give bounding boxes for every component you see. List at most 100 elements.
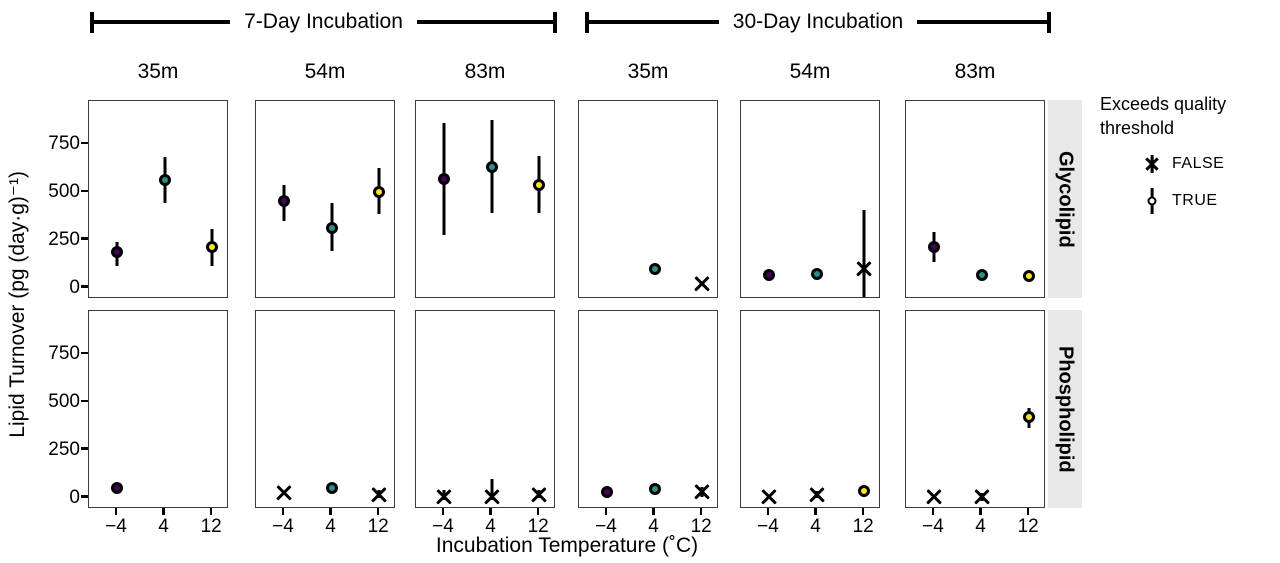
x-tick-mark bbox=[814, 508, 817, 515]
legend-item-false: FALSE bbox=[1140, 150, 1278, 178]
x-tick-mark bbox=[209, 508, 213, 515]
x-tick-mark bbox=[376, 508, 380, 515]
x-tick-label: −4 bbox=[432, 516, 454, 537]
data-point-circle bbox=[278, 195, 290, 208]
facet-strip-label: Phospholipid bbox=[1054, 345, 1077, 473]
incubation-group-label-30day: 30-Day Incubation bbox=[732, 10, 904, 33]
bracket-line bbox=[589, 20, 719, 24]
x-axis-title: Incubation Temperature (˚C) bbox=[435, 534, 699, 557]
x-tick-mark bbox=[281, 508, 285, 515]
y-tick-mark bbox=[81, 447, 88, 450]
data-point-circle bbox=[325, 222, 338, 235]
column-depth-label: 35m bbox=[137, 60, 179, 83]
legend-title: Exceeds quality threshold bbox=[1100, 94, 1227, 139]
facet-panel-glycolipid-7day-35m bbox=[88, 100, 228, 298]
facet-panel-phospholipid-7day-83m bbox=[415, 310, 555, 508]
data-point-circle bbox=[158, 174, 171, 187]
data-point-circle bbox=[1023, 411, 1036, 424]
x-tick-label: 12 bbox=[852, 516, 874, 537]
x-tick-mark bbox=[652, 508, 655, 515]
data-point-circle bbox=[373, 185, 386, 198]
facet-strip-label: Glycolipid bbox=[1054, 150, 1077, 248]
facet-panel-glycolipid-30day-54m bbox=[740, 100, 880, 298]
data-point-cross bbox=[808, 486, 826, 504]
column-depth-label: 54m bbox=[304, 60, 346, 83]
legend-item-label: FALSE bbox=[1172, 154, 1225, 172]
y-tick-mark bbox=[81, 189, 88, 193]
y-tick-mark bbox=[81, 399, 88, 403]
y-tick-mark bbox=[81, 351, 88, 355]
x-tick-mark bbox=[766, 508, 770, 515]
y-tick-label: 750 bbox=[48, 343, 80, 365]
data-point-cross bbox=[370, 486, 388, 504]
facet-panel-glycolipid-30day-35m bbox=[578, 100, 718, 298]
column-depth-label: 35m bbox=[627, 60, 669, 83]
legend: Exceeds quality threshold FALSE TRUE bbox=[1100, 92, 1278, 215]
data-point-cross bbox=[693, 275, 711, 293]
data-point-circle bbox=[858, 485, 871, 498]
data-point-circle bbox=[206, 241, 219, 254]
data-point-circle bbox=[928, 241, 940, 254]
y-tick-label: 500 bbox=[48, 390, 80, 412]
x-tick-label: 4 bbox=[325, 516, 336, 537]
column-depth-label: 54m bbox=[789, 60, 831, 83]
column-depth-label: 83m bbox=[464, 60, 506, 83]
x-tick-mark bbox=[861, 508, 865, 515]
bracket-line bbox=[94, 20, 231, 24]
x-tick-mark bbox=[979, 508, 982, 515]
legend-item-true: TRUE bbox=[1140, 187, 1278, 215]
data-point-circle bbox=[648, 263, 661, 276]
data-point-circle bbox=[763, 268, 775, 281]
bracket-left-cap bbox=[585, 11, 589, 33]
x-tick-label: 12 bbox=[200, 516, 222, 537]
y-tick-mark bbox=[81, 285, 88, 288]
circle-marker-icon bbox=[1140, 187, 1164, 215]
x-tick-label: 12 bbox=[690, 516, 712, 537]
facet-strip-phospholipid: Phospholipid bbox=[1048, 310, 1082, 508]
error-bar bbox=[862, 210, 866, 297]
x-tick-label: −4 bbox=[922, 516, 944, 537]
facet-strip-glycolipid: Glycolipid bbox=[1048, 100, 1082, 298]
y-tick-mark bbox=[81, 141, 88, 145]
y-tick-label: 500 bbox=[48, 180, 80, 202]
x-tick-mark bbox=[329, 508, 332, 515]
x-tick-label: 12 bbox=[1017, 516, 1039, 537]
legend-item-label: TRUE bbox=[1172, 191, 1218, 209]
data-point-circle bbox=[810, 267, 823, 280]
y-tick-mark bbox=[81, 237, 88, 240]
data-point-cross bbox=[855, 260, 873, 278]
x-tick-mark bbox=[114, 508, 118, 515]
data-point-circle bbox=[325, 481, 338, 494]
data-point-circle bbox=[648, 483, 661, 496]
data-point-circle bbox=[601, 486, 613, 499]
incubation-group-label-7day: 7-Day Incubation bbox=[244, 10, 403, 33]
data-point-circle bbox=[533, 179, 546, 192]
x-tick-mark bbox=[489, 508, 492, 515]
x-tick-label: −4 bbox=[757, 516, 779, 537]
facet-panel-phospholipid-30day-54m bbox=[740, 310, 880, 508]
data-point-circle bbox=[111, 246, 123, 259]
x-tick-mark bbox=[931, 508, 935, 515]
x-tick-mark bbox=[162, 508, 165, 515]
y-tick-label: 0 bbox=[69, 276, 80, 298]
bracket-line bbox=[416, 20, 554, 24]
x-tick-label: 4 bbox=[485, 516, 496, 537]
y-tick-label: 0 bbox=[69, 486, 80, 508]
x-tick-mark bbox=[604, 508, 608, 515]
data-point-circle bbox=[111, 482, 123, 495]
facet-panel-glycolipid-30day-83m bbox=[905, 100, 1045, 298]
x-tick-label: −4 bbox=[272, 516, 294, 537]
facet-panel-phospholipid-7day-35m bbox=[88, 310, 228, 508]
data-point-cross bbox=[973, 488, 991, 506]
data-point-cross bbox=[760, 488, 778, 506]
x-tick-mark bbox=[441, 508, 445, 515]
data-point-cross bbox=[275, 484, 293, 502]
x-tick-label: 12 bbox=[367, 516, 389, 537]
data-point-cross bbox=[925, 488, 943, 506]
x-tick-label: 4 bbox=[810, 516, 821, 537]
x-tick-label: 12 bbox=[527, 516, 549, 537]
cross-marker-icon bbox=[1140, 150, 1164, 178]
x-tick-label: 4 bbox=[648, 516, 659, 537]
data-point-cross bbox=[530, 486, 548, 504]
